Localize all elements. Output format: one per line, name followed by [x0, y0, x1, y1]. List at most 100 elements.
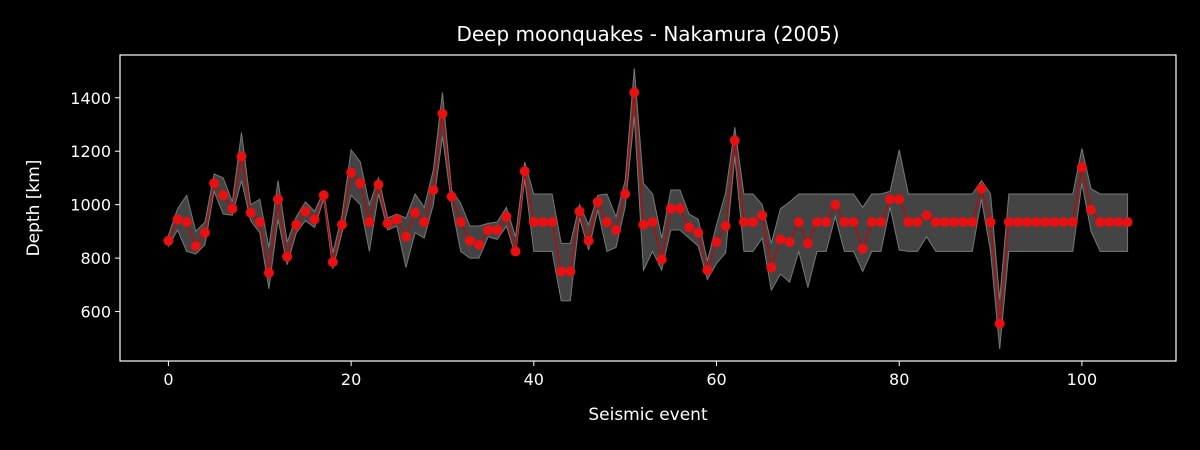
data-point [1031, 217, 1042, 228]
data-point [729, 135, 740, 146]
data-point [839, 217, 850, 228]
data-point [894, 194, 905, 205]
data-point [391, 214, 402, 225]
data-point [410, 207, 421, 218]
data-point [236, 151, 247, 162]
y-axis: 600 800 1000 1200 1400 [70, 89, 120, 322]
x-tick-label: 60 [706, 370, 726, 389]
data-point [775, 234, 786, 245]
data-point [620, 188, 631, 199]
data-point [748, 217, 759, 228]
data-point [172, 214, 183, 225]
data-point [994, 318, 1005, 329]
data-point [1003, 217, 1014, 228]
data-point [318, 190, 329, 201]
x-axis-title: Seismic event [588, 405, 708, 425]
data-point [912, 217, 923, 228]
data-point [1113, 217, 1124, 228]
data-point [428, 184, 439, 195]
data-point [263, 267, 274, 278]
data-point [209, 178, 220, 189]
y-tick-label: 1200 [70, 142, 111, 161]
data-point [291, 219, 302, 230]
data-point [848, 217, 859, 228]
data-point [949, 217, 960, 228]
data-point [464, 235, 475, 246]
y-tick-label: 600 [80, 303, 111, 322]
data-point [921, 210, 932, 221]
data-point [218, 190, 229, 201]
data-point [282, 251, 293, 262]
data-point [702, 265, 713, 276]
x-axis: 0 20 40 60 80 100 [163, 361, 1097, 389]
x-tick-label: 80 [889, 370, 909, 389]
x-tick-label: 20 [341, 370, 361, 389]
data-point [647, 217, 658, 228]
data-point [958, 217, 969, 228]
data-point [1049, 217, 1060, 228]
data-point [821, 217, 832, 228]
data-point [812, 217, 822, 228]
uncertainty-band-layer [167, 68, 1129, 350]
data-point [930, 217, 941, 228]
data-point [711, 237, 722, 248]
data-point [510, 246, 521, 257]
data-point [1076, 162, 1087, 173]
data-point [592, 196, 603, 207]
data-point [528, 217, 539, 228]
data-point [629, 87, 640, 98]
data-point [939, 217, 950, 228]
data-point [346, 167, 357, 178]
data-point [1058, 217, 1069, 228]
x-tick-label: 0 [163, 370, 173, 389]
data-point [976, 183, 987, 194]
data-point [190, 241, 201, 252]
data-point [181, 217, 192, 228]
data-point [483, 225, 494, 236]
data-point [336, 219, 347, 230]
data-point [793, 217, 804, 228]
data-point [537, 217, 548, 228]
data-point [784, 237, 795, 248]
data-point [245, 207, 256, 218]
x-tick-label: 40 [524, 370, 544, 389]
data-point [1095, 217, 1106, 228]
data-point [802, 238, 813, 249]
data-point [1104, 217, 1115, 228]
data-point [885, 194, 896, 205]
data-point [766, 262, 777, 273]
y-tick-label: 1400 [70, 89, 111, 108]
data-point [656, 254, 667, 265]
data-point [985, 217, 996, 228]
data-point [501, 211, 512, 222]
data-point [382, 218, 393, 229]
data-point [273, 194, 284, 205]
data-point-layer [163, 87, 1133, 329]
data-point [547, 217, 558, 228]
data-point [437, 108, 448, 119]
data-point [574, 206, 585, 217]
data-point [903, 217, 914, 228]
data-point [419, 217, 430, 228]
data-point [455, 217, 466, 228]
data-point [601, 217, 612, 228]
data-point [967, 217, 978, 228]
data-point [492, 225, 503, 236]
data-point [1122, 217, 1133, 228]
data-point [1022, 217, 1033, 228]
data-point [565, 266, 576, 277]
data-point [738, 217, 749, 228]
data-point [327, 257, 338, 268]
y-tick-label: 1000 [70, 196, 111, 215]
data-point [583, 235, 594, 246]
data-point [830, 199, 841, 210]
data-point [364, 217, 375, 228]
y-tick-label: 800 [80, 249, 111, 268]
data-point [556, 266, 567, 277]
data-point [300, 206, 311, 217]
data-point [1086, 205, 1097, 215]
data-point [857, 243, 868, 254]
data-point [400, 231, 411, 242]
